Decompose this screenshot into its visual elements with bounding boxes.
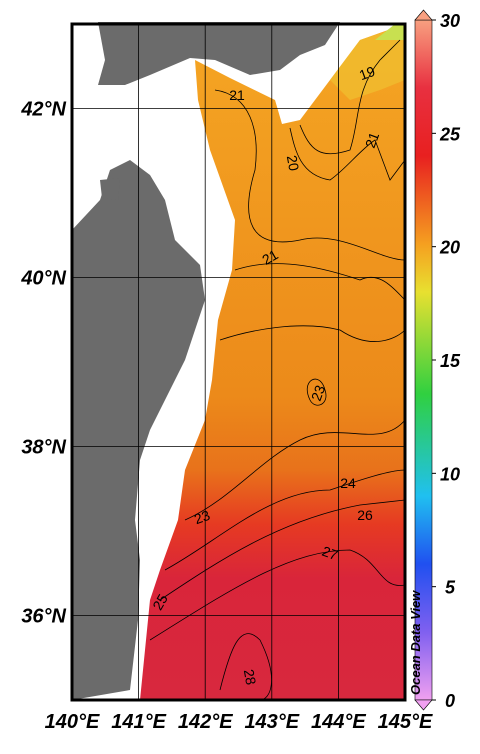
x-tick-label: 142°E	[178, 711, 233, 733]
contour-label: 24	[340, 475, 356, 491]
x-tick-label: 144°E	[311, 711, 366, 733]
x-tick-label: 145°E	[378, 711, 433, 733]
contour-label: 28	[241, 668, 259, 686]
data-field-north	[375, 24, 405, 40]
y-tick-label: 40°N	[20, 268, 66, 290]
contour-label: 20	[284, 154, 302, 172]
contour-label: 21	[229, 87, 245, 103]
x-tick-label: 140°E	[45, 711, 100, 733]
contour-label: 19	[357, 63, 377, 83]
land	[98, 22, 340, 85]
data-field-north	[330, 24, 405, 100]
land	[100, 178, 120, 200]
colorbar-label: 5	[445, 578, 456, 598]
colorbar-extend	[414, 699, 433, 711]
y-tick-label: 36°N	[21, 606, 66, 628]
y-tick-label: 38°N	[21, 437, 66, 459]
contour-label: 23	[192, 507, 212, 527]
contour-label: 25	[149, 591, 171, 613]
y-tick-label: 42°N	[20, 99, 66, 121]
x-tick-label: 141°E	[111, 711, 166, 733]
contour-label: 27	[320, 543, 340, 563]
colorbar-label: 15	[440, 351, 461, 371]
x-tick-label: 143°E	[244, 711, 299, 733]
colorbar-label: 30	[440, 11, 460, 31]
watermark: Ocean Data View	[408, 590, 423, 695]
colorbar-extend	[414, 9, 433, 21]
colorbar-label: 10	[440, 464, 460, 484]
colorbar-label: 0	[445, 691, 455, 711]
contour-label: 23	[308, 383, 328, 403]
contour-label: 21	[259, 246, 281, 268]
contour-label: 21	[362, 130, 382, 150]
colorbar-label: 25	[439, 124, 461, 144]
map-frame	[70, 22, 407, 702]
colorbar-label: 20	[439, 238, 460, 258]
contour-label: 26	[357, 507, 373, 523]
